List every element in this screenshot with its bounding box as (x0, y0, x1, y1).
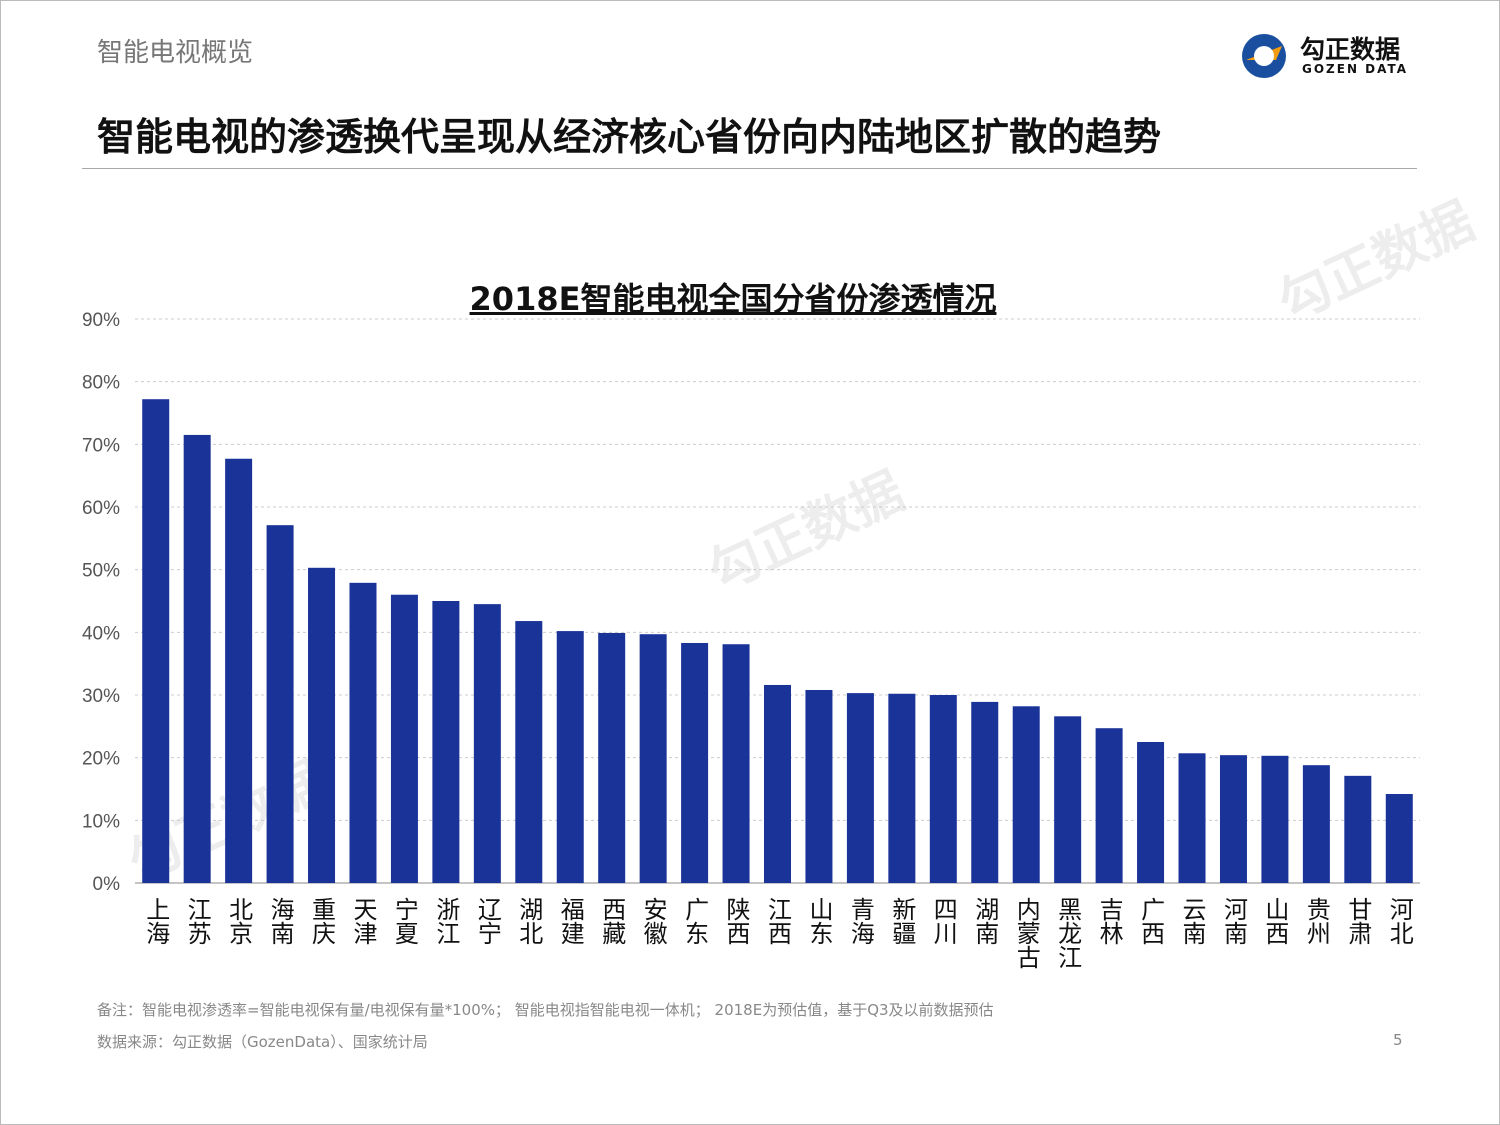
x-tick-label: 四川 (929, 897, 957, 945)
x-tick-label: 河南 (1219, 897, 1247, 945)
logo: 勾正数据 GOZEN DATA (1236, 30, 1431, 80)
bar (1344, 775, 1372, 883)
footnote: 备注：智能电视渗透率=智能电视保有量/电视保有量*100%； 智能电视指智能电视… (97, 1001, 994, 1019)
y-tick-label: 70% (82, 435, 120, 456)
section-title: 智能电视概览 (97, 38, 254, 68)
logo-icon (1242, 34, 1286, 78)
x-tick-label: 山东 (805, 897, 833, 945)
bar (764, 684, 791, 883)
x-tick-label: 海南 (266, 897, 294, 945)
divider (82, 168, 1417, 169)
x-tick-label: 辽宁 (473, 897, 501, 945)
x-tick-label: 河北 (1385, 897, 1413, 945)
bar (1178, 753, 1206, 883)
page-number: 5 (1393, 1031, 1403, 1049)
x-tick-label: 湖北 (515, 897, 543, 945)
bar (225, 458, 253, 883)
bar (971, 701, 999, 883)
x-tick-label: 云南 (1178, 897, 1206, 945)
x-tick-label: 江西 (764, 897, 792, 945)
x-tick-label: 安徽 (639, 897, 667, 945)
x-tick-label: 甘肃 (1344, 897, 1372, 945)
logo-text: 勾正数据 (1300, 35, 1401, 64)
bar (556, 631, 584, 883)
y-tick-label: 40% (82, 623, 120, 644)
bar (805, 689, 833, 883)
y-tick-label: 10% (82, 811, 120, 832)
bar-chart: 0% 10% 20% 30% 40% 50% 60% 70% 80% 90% 上海 江苏 北京 海南 重庆天… (82, 310, 1420, 969)
x-tick-label: 江苏 (183, 897, 211, 945)
x-tick-label: 内蒙古 (1012, 897, 1040, 969)
x-tick-label: 吉林 (1095, 897, 1123, 945)
x-tick-label: 重庆 (308, 897, 336, 945)
x-tick-label: 青海 (846, 897, 874, 945)
bar (1385, 794, 1413, 883)
bar (183, 434, 211, 883)
x-tick-label: 北京 (225, 897, 253, 945)
bar (846, 693, 874, 883)
y-tick-label: 80% (82, 373, 120, 394)
y-tick-label: 90% (82, 310, 120, 331)
x-tick-label: 天津 (349, 897, 377, 945)
bar (1302, 765, 1330, 883)
bar (515, 621, 543, 883)
bar (722, 644, 750, 883)
bar (681, 642, 709, 883)
bar (1054, 716, 1082, 883)
bar (1095, 728, 1123, 883)
x-tick-label: 浙江 (432, 897, 460, 945)
logo-subtext: GOZEN DATA (1302, 62, 1409, 76)
chart-title: 2018E智能电视全国分省份渗透情况 (469, 280, 997, 318)
bar (349, 582, 377, 883)
source-note: 数据来源：勾正数据（GozenData）、国家统计局 (97, 1033, 428, 1051)
bar (639, 634, 667, 883)
bar (1012, 706, 1040, 883)
y-tick-label: 60% (82, 498, 120, 519)
x-tick-label: 山西 (1261, 897, 1289, 945)
bar (432, 601, 460, 883)
bar (598, 632, 626, 883)
bar (390, 594, 418, 883)
y-tick-label: 50% (82, 561, 120, 582)
x-tick-label: 新疆 (888, 897, 916, 945)
x-tick-label: 福建 (556, 897, 584, 945)
x-tick-label: 湖南 (971, 897, 999, 945)
bar (308, 567, 336, 883)
bar (1219, 755, 1247, 883)
bar (888, 693, 916, 883)
bar (473, 604, 501, 883)
y-tick-label: 0% (93, 874, 121, 895)
x-tick-label: 广西 (1137, 897, 1165, 945)
headline: 智能电视的渗透换代呈现从经济核心省份向内陆地区扩散的趋势 (97, 115, 1162, 159)
x-tick-label: 广东 (681, 897, 709, 945)
bar (142, 399, 170, 883)
bar (266, 525, 294, 883)
x-tick-label: 西藏 (598, 897, 626, 945)
bar (1261, 755, 1289, 883)
y-tick-label: 30% (82, 686, 120, 707)
y-tick-label: 20% (82, 749, 120, 770)
x-tick-label: 贵州 (1302, 897, 1330, 945)
x-tick-label: 宁夏 (390, 897, 418, 945)
x-tick-label: 黑龙江 (1054, 897, 1082, 969)
bar (929, 695, 957, 883)
bar (1137, 742, 1165, 883)
x-tick-label: 陕西 (722, 897, 750, 945)
x-tick-label: 上海 (142, 897, 170, 945)
